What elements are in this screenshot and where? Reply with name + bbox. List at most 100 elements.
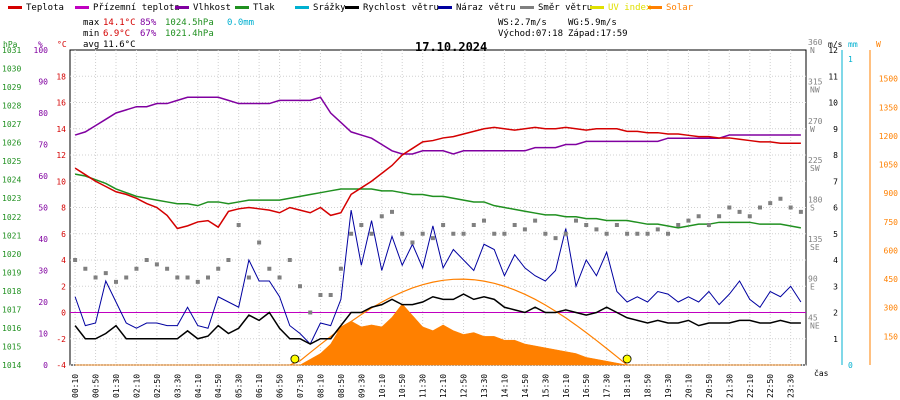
solar-series [75, 278, 801, 366]
wind-dir-point [410, 240, 415, 245]
x-tick-label: 22:50 [766, 374, 775, 398]
solar-tick-label: 300 [884, 304, 899, 313]
legend-label: Přízemní teplota [93, 3, 180, 13]
legend-item: Vlhkost [175, 3, 231, 13]
wind-dir-point [512, 223, 517, 227]
wind-dir-tick-label: W [810, 125, 815, 134]
wind-dir-point [379, 214, 384, 219]
wind-dir-tick-label: 225 [808, 156, 823, 165]
humidity-tick-label: 100 [34, 46, 49, 55]
wind-dir-point [645, 231, 650, 236]
axis-unit-label: % [38, 40, 43, 49]
wind-dir-point [185, 275, 190, 280]
wind-dir-tick-label: SE [810, 243, 820, 252]
wind-speed-tick-label: 1 [833, 335, 838, 344]
wind-dir-point [533, 218, 538, 223]
x-tick-label: 12:10 [439, 374, 448, 398]
wind-dir-point [747, 214, 752, 219]
humidity-tick-label: 0 [43, 361, 48, 370]
legend-label: Rychlost větru [363, 3, 439, 13]
x-tick-label: 18:50 [644, 374, 653, 398]
x-tick-label: 02:50 [153, 374, 162, 398]
x-tick-label: 05:30 [235, 374, 244, 398]
x-tick-label: 16:10 [562, 374, 571, 398]
legend-label: Tlak [253, 3, 275, 13]
pressure-tick-label: 1014 [2, 361, 21, 370]
stat-min-label: min [83, 29, 100, 39]
stat-max-label: max [83, 18, 100, 28]
wind-dir-point [563, 231, 568, 236]
series-line [74, 173, 802, 229]
axis-unit-label: mm [848, 40, 858, 49]
wind-dir-point [696, 214, 701, 219]
wind-dir-point [737, 209, 742, 214]
wind-dir-point [451, 231, 456, 236]
temperature-tick-label: 4 [61, 256, 66, 265]
legend-item: Solar [648, 3, 693, 13]
rain-tick-label: 1 [848, 55, 853, 64]
x-tick-label: 04:50 [214, 374, 223, 398]
series-line [74, 210, 802, 345]
pressure-tick-label: 1019 [2, 268, 21, 277]
wind-dir-point [727, 205, 732, 210]
temperature-tick-label: 16 [56, 99, 66, 108]
rain-tick-label: 0 [848, 361, 853, 370]
temperature-tick-label: 8 [61, 204, 66, 213]
pressure-tick-label: 1018 [2, 287, 21, 296]
wind-dir-point [461, 231, 466, 236]
pressure-tick-label: 1030 [2, 65, 21, 74]
pressure-tick-label: 1024 [2, 176, 21, 185]
axis-unit-label: W [876, 40, 881, 49]
x-tick-label: 18:10 [623, 374, 632, 398]
temperature-tick-label: -2 [56, 335, 66, 344]
pressure-tick-label: 1026 [2, 139, 21, 148]
x-tick-label: 12:50 [460, 374, 469, 398]
wind-dir-point [338, 266, 343, 271]
legend-swatch [520, 6, 534, 9]
wind-dir-point [369, 231, 374, 236]
wind-dir-point [206, 275, 210, 280]
wind-dir-point [543, 231, 548, 236]
stat-min-temp: 6.9°C [103, 29, 131, 39]
wind-dir-point [788, 205, 793, 210]
x-tick-label: 15:30 [541, 374, 550, 398]
wind-dir-point [502, 231, 507, 236]
wind-speed-tick-label: 10 [828, 99, 838, 108]
humidity-tick-label: 10 [38, 330, 48, 339]
wind-dir-point [666, 231, 670, 236]
wind-dir-point [124, 275, 129, 280]
wind-speed-tick-label: 11 [828, 72, 838, 81]
wind-speed-tick-label: 6 [833, 204, 838, 213]
wind-dir-point [257, 240, 262, 245]
wind-dir-point [706, 223, 711, 227]
x-tick-label: 04:10 [194, 374, 203, 398]
wind-dir-point [430, 236, 435, 241]
pressure-tick-label: 1017 [2, 305, 21, 314]
stat-sunset: Západ:17:59 [568, 29, 628, 39]
wind-dir-point [134, 266, 139, 271]
x-tick-label: 21:30 [725, 374, 734, 398]
wind-dir-point [287, 258, 292, 262]
solar-tick-label: 450 [884, 275, 899, 284]
legend-item: Přízemní teplota [75, 3, 180, 13]
legend-label: UV index [608, 3, 652, 13]
wind-dir-point [522, 227, 527, 232]
stat-wind-gust: WG:5.9m/s [568, 18, 617, 28]
legend-swatch [590, 6, 604, 9]
solar-tick-label: 1200 [879, 132, 898, 141]
wind-dir-point [73, 258, 78, 262]
legend-item: Srážky [295, 3, 346, 13]
x-tick-label: 03:30 [173, 374, 182, 398]
solar-tick-label: 900 [884, 189, 899, 198]
legend-item: Rychlost větru [345, 3, 439, 13]
x-tick-label: 17:30 [603, 374, 612, 398]
temperature-tick-label: 6 [61, 230, 66, 239]
legend-item: Teplota [8, 3, 64, 13]
solar-area [75, 303, 801, 366]
wind-dir-point [216, 266, 221, 271]
wind-dir-point [328, 293, 333, 297]
wind-dir-point [318, 293, 323, 297]
x-tick-label: 09:30 [357, 374, 366, 398]
x-tick-label: 19:30 [664, 374, 673, 398]
